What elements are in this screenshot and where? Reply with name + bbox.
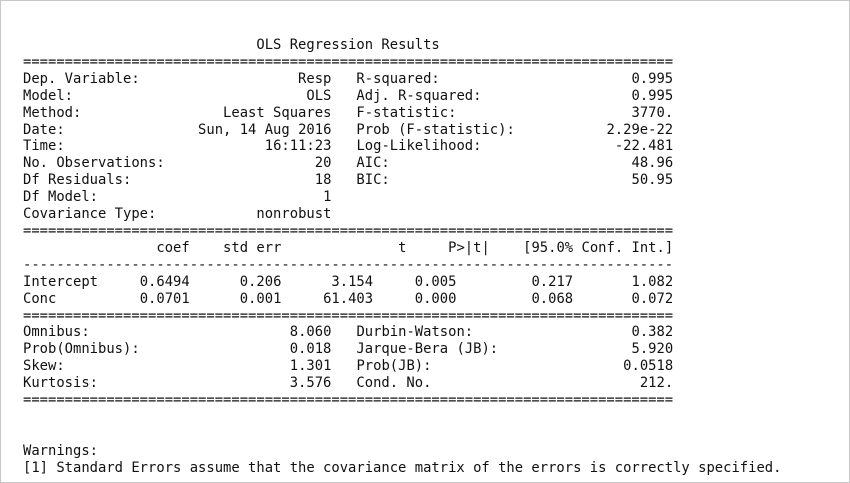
model-info-label: Covariance Type: bbox=[23, 206, 157, 223]
model-info-label: AIC: bbox=[356, 155, 390, 172]
model-info-value: 0.995 bbox=[631, 87, 674, 104]
coef-cell-ci-low: 0.068 bbox=[456, 290, 574, 307]
diagnostic-row: Prob(Omnibus): 0.018 Jarque-Bera (JB): 5… bbox=[23, 341, 673, 357]
warning-item: [1] Standard Errors assume that the cova… bbox=[23, 459, 782, 476]
model-info-value: 3770. bbox=[631, 104, 674, 121]
model-info-value: 1 bbox=[323, 189, 332, 206]
model-info-row: Dep. Variable: Resp R-squared: 0.995 bbox=[23, 71, 673, 87]
model-info-label: Time: bbox=[23, 138, 65, 155]
model-info-label: Log-Likelihood: bbox=[356, 138, 482, 155]
model-info-row: Df Model: 1 bbox=[23, 189, 331, 205]
coef-table-header: coef std err t P>|t| [95.0% Conf. Int.] bbox=[23, 240, 673, 256]
coef-cell-p: 0.005 bbox=[373, 273, 457, 290]
model-info-value: 16:11:23 bbox=[264, 138, 332, 155]
model-info-row: Model: OLS Adj. R-squared: 0.995 bbox=[23, 88, 673, 104]
model-info-label: Date: bbox=[23, 121, 65, 138]
model-info-label: F-statistic: bbox=[356, 104, 457, 121]
diagnostic-value: 0.0518 bbox=[623, 358, 674, 375]
model-info-row: Time: 16:11:23 Log-Likelihood: -22.481 bbox=[23, 138, 673, 154]
model-info-label: Adj. R-squared: bbox=[356, 87, 482, 104]
report-title: OLS Regression Results bbox=[23, 37, 440, 53]
model-info-value: 18 bbox=[314, 172, 332, 189]
diagnostic-label: Prob(Omnibus): bbox=[23, 341, 140, 358]
diagnostic-row: Omnibus: 8.060 Durbin-Watson: 0.382 bbox=[23, 324, 673, 340]
model-info-block: Dep. Variable: Resp R-squared: 0.995 Mod… bbox=[23, 71, 673, 222]
warnings-heading: Warnings: bbox=[23, 442, 99, 459]
coef-cell-coef: 0.6494 bbox=[106, 273, 190, 290]
coef-cell-coef: 0.0701 bbox=[106, 290, 190, 307]
coef-header-cell: t bbox=[281, 239, 407, 256]
model-info-value: Resp bbox=[298, 70, 332, 87]
model-info-label: Dep. Variable: bbox=[23, 70, 140, 87]
coef-table-row: Intercept 0.6494 0.206 3.154 0.005 0.217… bbox=[23, 274, 673, 290]
diagnostics-block: Omnibus: 8.060 Durbin-Watson: 0.382 Prob… bbox=[23, 324, 673, 391]
coef-cell-std-err: 0.001 bbox=[189, 290, 282, 307]
coef-cell-name: Conc bbox=[23, 290, 107, 307]
model-info-label: No. Observations: bbox=[23, 155, 165, 172]
heavy-rule-top: ========================================… bbox=[23, 53, 674, 70]
coef-cell-std-err: 0.206 bbox=[189, 273, 282, 290]
coef-cell-ci-high: 1.082 bbox=[573, 273, 674, 290]
model-info-row: Covariance Type: nonrobust bbox=[23, 206, 331, 222]
diagnostic-value: 0.018 bbox=[289, 341, 332, 358]
model-info-value: -22.481 bbox=[614, 138, 674, 155]
model-info-value: 0.995 bbox=[631, 70, 674, 87]
coef-table-rows: Intercept 0.6494 0.206 3.154 0.005 0.217… bbox=[23, 274, 673, 307]
ols-report: OLS Regression Results =================… bbox=[23, 37, 781, 477]
model-info-value: Sun, 14 Aug 2016 bbox=[198, 121, 332, 138]
coef-header-cell: coef bbox=[106, 239, 190, 256]
diagnostic-label: Durbin-Watson: bbox=[356, 324, 474, 341]
model-info-value: 48.96 bbox=[631, 155, 674, 172]
coef-cell-ci-high: 0.072 bbox=[573, 290, 674, 307]
model-info-label: Model: bbox=[23, 87, 74, 104]
coef-header-cell: P>|t| bbox=[406, 239, 490, 256]
model-info-label: Df Model: bbox=[23, 189, 99, 206]
diagnostic-row: Skew: 1.301 Prob(JB): 0.0518 bbox=[23, 358, 673, 374]
coef-cell-t: 3.154 bbox=[281, 273, 374, 290]
diagnostic-value: 1.301 bbox=[289, 358, 332, 375]
light-rule: ----------------------------------------… bbox=[23, 256, 674, 273]
model-info-value: nonrobust bbox=[256, 206, 332, 223]
diagnostic-label: Prob(JB): bbox=[356, 358, 432, 375]
report-title-text: OLS Regression Results bbox=[256, 37, 440, 53]
model-info-label: BIC: bbox=[356, 172, 390, 189]
diagnostic-value: 8.060 bbox=[289, 324, 332, 341]
model-info-value: 2.29e-22 bbox=[606, 121, 674, 138]
model-info-label: Method: bbox=[23, 104, 82, 121]
diagnostic-row: Kurtosis: 3.576 Cond. No. 212. bbox=[23, 375, 673, 391]
coef-cell-p: 0.000 bbox=[373, 290, 457, 307]
model-info-label: Prob (F-statistic): bbox=[356, 121, 515, 138]
coef-header-cell: [95.0% Conf. Int.] bbox=[489, 239, 674, 256]
coef-cell-t: 61.403 bbox=[281, 290, 374, 307]
model-info-row: Date: Sun, 14 Aug 2016 Prob (F-statistic… bbox=[23, 122, 673, 138]
coef-header-cell: std err bbox=[189, 239, 282, 256]
diagnostic-label: Skew: bbox=[23, 358, 65, 375]
model-info-value: Least Squares bbox=[223, 104, 332, 121]
coef-cell-ci-low: 0.217 bbox=[456, 273, 574, 290]
diagnostic-value: 0.382 bbox=[631, 324, 674, 341]
model-info-row: No. Observations: 20 AIC: 48.96 bbox=[23, 155, 673, 171]
heavy-rule-mid1: ========================================… bbox=[23, 222, 674, 239]
coef-cell-name: Intercept bbox=[23, 273, 107, 290]
model-info-label: Df Residuals: bbox=[23, 172, 132, 189]
diagnostic-label: Cond. No. bbox=[356, 375, 432, 392]
model-info-label: R-squared: bbox=[356, 70, 440, 87]
model-info-value: 50.95 bbox=[631, 172, 674, 189]
diagnostic-label: Jarque-Bera (JB): bbox=[356, 341, 499, 358]
diagnostic-label: Omnibus: bbox=[23, 324, 90, 341]
model-info-value: 20 bbox=[314, 155, 332, 172]
model-info-row: Method: Least Squares F-statistic: 3770. bbox=[23, 105, 673, 121]
diagnostic-label: Kurtosis: bbox=[23, 375, 99, 392]
diagnostic-value: 3.576 bbox=[289, 375, 332, 392]
model-info-row: Df Residuals: 18 BIC: 50.95 bbox=[23, 172, 673, 188]
coef-header-cell bbox=[23, 240, 106, 256]
diagnostic-value: 5.920 bbox=[631, 341, 674, 358]
coef-table-row: Conc 0.0701 0.001 61.403 0.000 0.068 0.0… bbox=[23, 291, 673, 307]
heavy-rule-mid2: ========================================… bbox=[23, 307, 674, 324]
diagnostic-value: 212. bbox=[639, 375, 674, 392]
heavy-rule-bottom: ========================================… bbox=[23, 392, 674, 409]
model-info-value: OLS bbox=[306, 87, 332, 104]
